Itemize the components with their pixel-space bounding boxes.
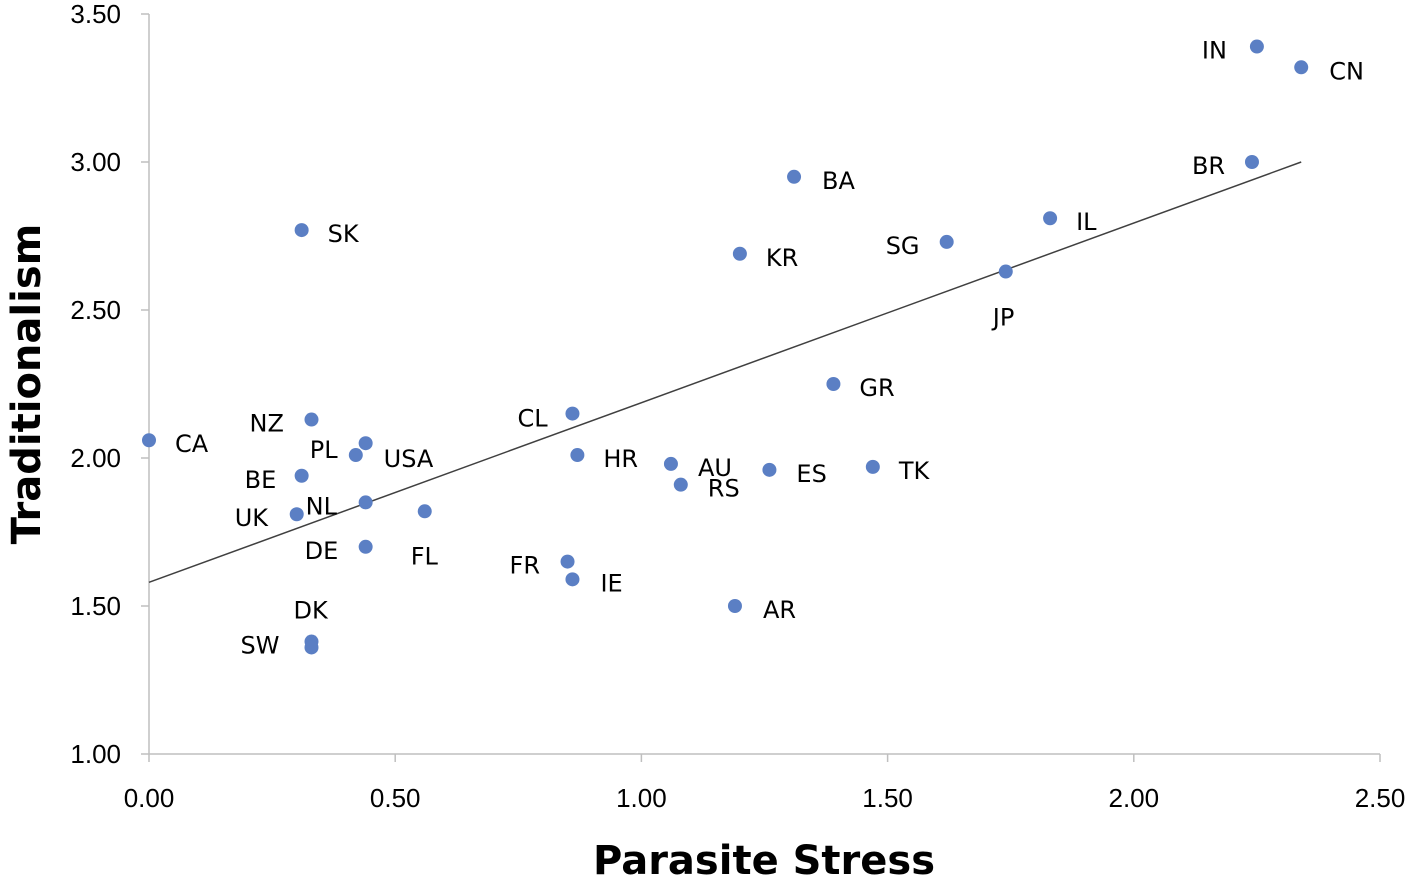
x-axis-title: Parasite Stress <box>593 838 935 881</box>
data-point-rs <box>673 477 688 492</box>
data-point-nl <box>358 495 373 510</box>
point-label-jp: JP <box>991 304 1015 332</box>
y-tick-label: 1.00 <box>70 739 121 769</box>
data-point-fr <box>560 554 575 569</box>
point-label-sk: SK <box>328 220 360 248</box>
y-tick-label: 3.00 <box>70 147 121 177</box>
trendline <box>148 161 1302 584</box>
y-tick-label: 1.50 <box>70 591 121 621</box>
data-point-kr <box>732 246 747 261</box>
point-label-usa: USA <box>384 445 434 473</box>
point-label-il: IL <box>1076 208 1097 236</box>
point-label-es: ES <box>796 460 826 488</box>
point-label-de: DE <box>305 537 339 565</box>
data-point-tk <box>865 459 880 474</box>
point-label-ca: CA <box>175 430 209 458</box>
data-point-br <box>1244 155 1259 169</box>
points-layer <box>142 39 1309 655</box>
y-tick-label: 2.00 <box>70 443 121 473</box>
data-point-nz <box>304 412 319 427</box>
x-tick-label: 0.00 <box>124 783 175 813</box>
point-label-tk: TK <box>898 457 931 485</box>
data-point-sg <box>939 234 954 249</box>
point-label-in: IN <box>1202 37 1227 65</box>
point-label-ba: BA <box>822 167 855 195</box>
point-label-sg: SG <box>886 232 920 260</box>
data-point-fl <box>417 504 432 519</box>
point-label-kr: KR <box>766 244 798 272</box>
data-point-cn <box>1294 60 1309 75</box>
y-tick-label: 2.50 <box>70 295 121 325</box>
point-labels-layer: IN CN BR BA IL SK SG KR JP GR CL NZ CA USA PL HR AU TK ES B… <box>175 37 1364 660</box>
data-point-il <box>1043 211 1058 226</box>
point-label-fl: FL <box>411 542 439 570</box>
point-label-nz: NZ <box>249 410 283 438</box>
point-label-dk: DK <box>293 597 328 625</box>
data-point-be <box>294 468 309 483</box>
point-label-gr: GR <box>859 374 894 402</box>
data-point-ba <box>787 169 802 184</box>
point-label-ar: AR <box>763 596 796 624</box>
point-label-au: AU <box>698 454 732 482</box>
data-point-sk <box>294 223 309 238</box>
point-label-nl: NL <box>306 492 338 520</box>
data-point-es <box>762 462 777 477</box>
data-point-cl <box>565 406 580 421</box>
point-label-br: BR <box>1192 152 1225 180</box>
data-point-jp <box>998 264 1013 279</box>
point-label-be: BE <box>245 466 277 494</box>
data-point-sw <box>304 640 319 655</box>
point-label-uk: UK <box>235 504 270 532</box>
data-point-au <box>663 456 678 471</box>
point-label-cn: CN <box>1329 57 1364 85</box>
data-point-ca <box>142 433 156 448</box>
point-label-fr: FR <box>510 552 540 580</box>
data-point-gr <box>826 377 841 391</box>
data-point-in <box>1249 39 1264 54</box>
point-label-ie: IE <box>600 569 622 597</box>
x-tick-label: 1.00 <box>616 783 667 813</box>
point-label-pl: PL <box>310 436 338 464</box>
trendline-layer <box>148 161 1302 584</box>
data-point-pl <box>348 448 363 463</box>
data-point-ie <box>565 572 580 587</box>
axes: 0.00 0.50 1.00 1.50 2.00 2.50 1.00 1.50 2.00 2.50… <box>70 0 1405 813</box>
y-tick-label: 3.50 <box>70 0 121 29</box>
data-point-uk <box>289 507 304 522</box>
data-point-de <box>358 539 373 554</box>
x-tick-label: 1.50 <box>862 783 913 813</box>
point-label-hr: HR <box>603 445 638 473</box>
point-label-sw: SW <box>240 631 279 659</box>
data-point-usa <box>358 436 373 451</box>
x-tick-label: 2.00 <box>1108 783 1159 813</box>
x-tick-label: 2.50 <box>1355 783 1406 813</box>
point-label-rs: RS <box>708 475 740 503</box>
data-point-ar <box>727 599 742 613</box>
y-axis-title: Traditionalism <box>4 224 50 545</box>
point-label-cl: CL <box>517 405 548 433</box>
data-point-hr <box>570 448 585 463</box>
x-tick-label: 0.50 <box>370 783 421 813</box>
